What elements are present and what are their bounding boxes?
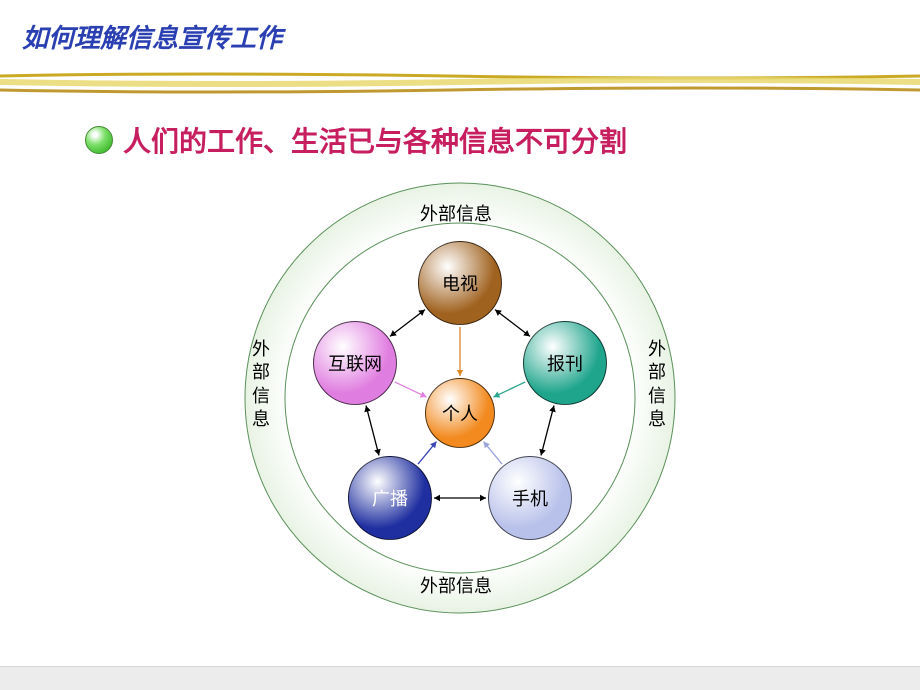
node-center: 个人 [425,378,495,448]
node-radio: 广播 [348,456,432,540]
diagram-container: 外部信息 外部信息 外部信息 外部信息 电视报刊手机广播 互联网个人 [230,168,690,628]
divider-line [0,70,920,100]
ring-label-bottom: 外部信息 [420,572,492,598]
ring-label-top: 外部信息 [420,200,492,226]
ring-label-left: 外部信息 [252,338,272,432]
bullet-text: 人们的工作、生活已与各种信息不可分割 [123,120,627,160]
ring-label-right: 外部信息 [648,338,668,432]
page-title: 如何理解信息宣传工作 [22,18,282,55]
node-tv: 电视 [418,241,502,325]
footer-band [0,666,920,690]
node-mobile: 手机 [488,456,572,540]
bullet-row: 人们的工作、生活已与各种信息不可分割 [85,120,627,160]
node-press: 报刊 [523,321,607,405]
bullet-icon [85,126,113,154]
node-internet: 互联网 [313,321,397,405]
